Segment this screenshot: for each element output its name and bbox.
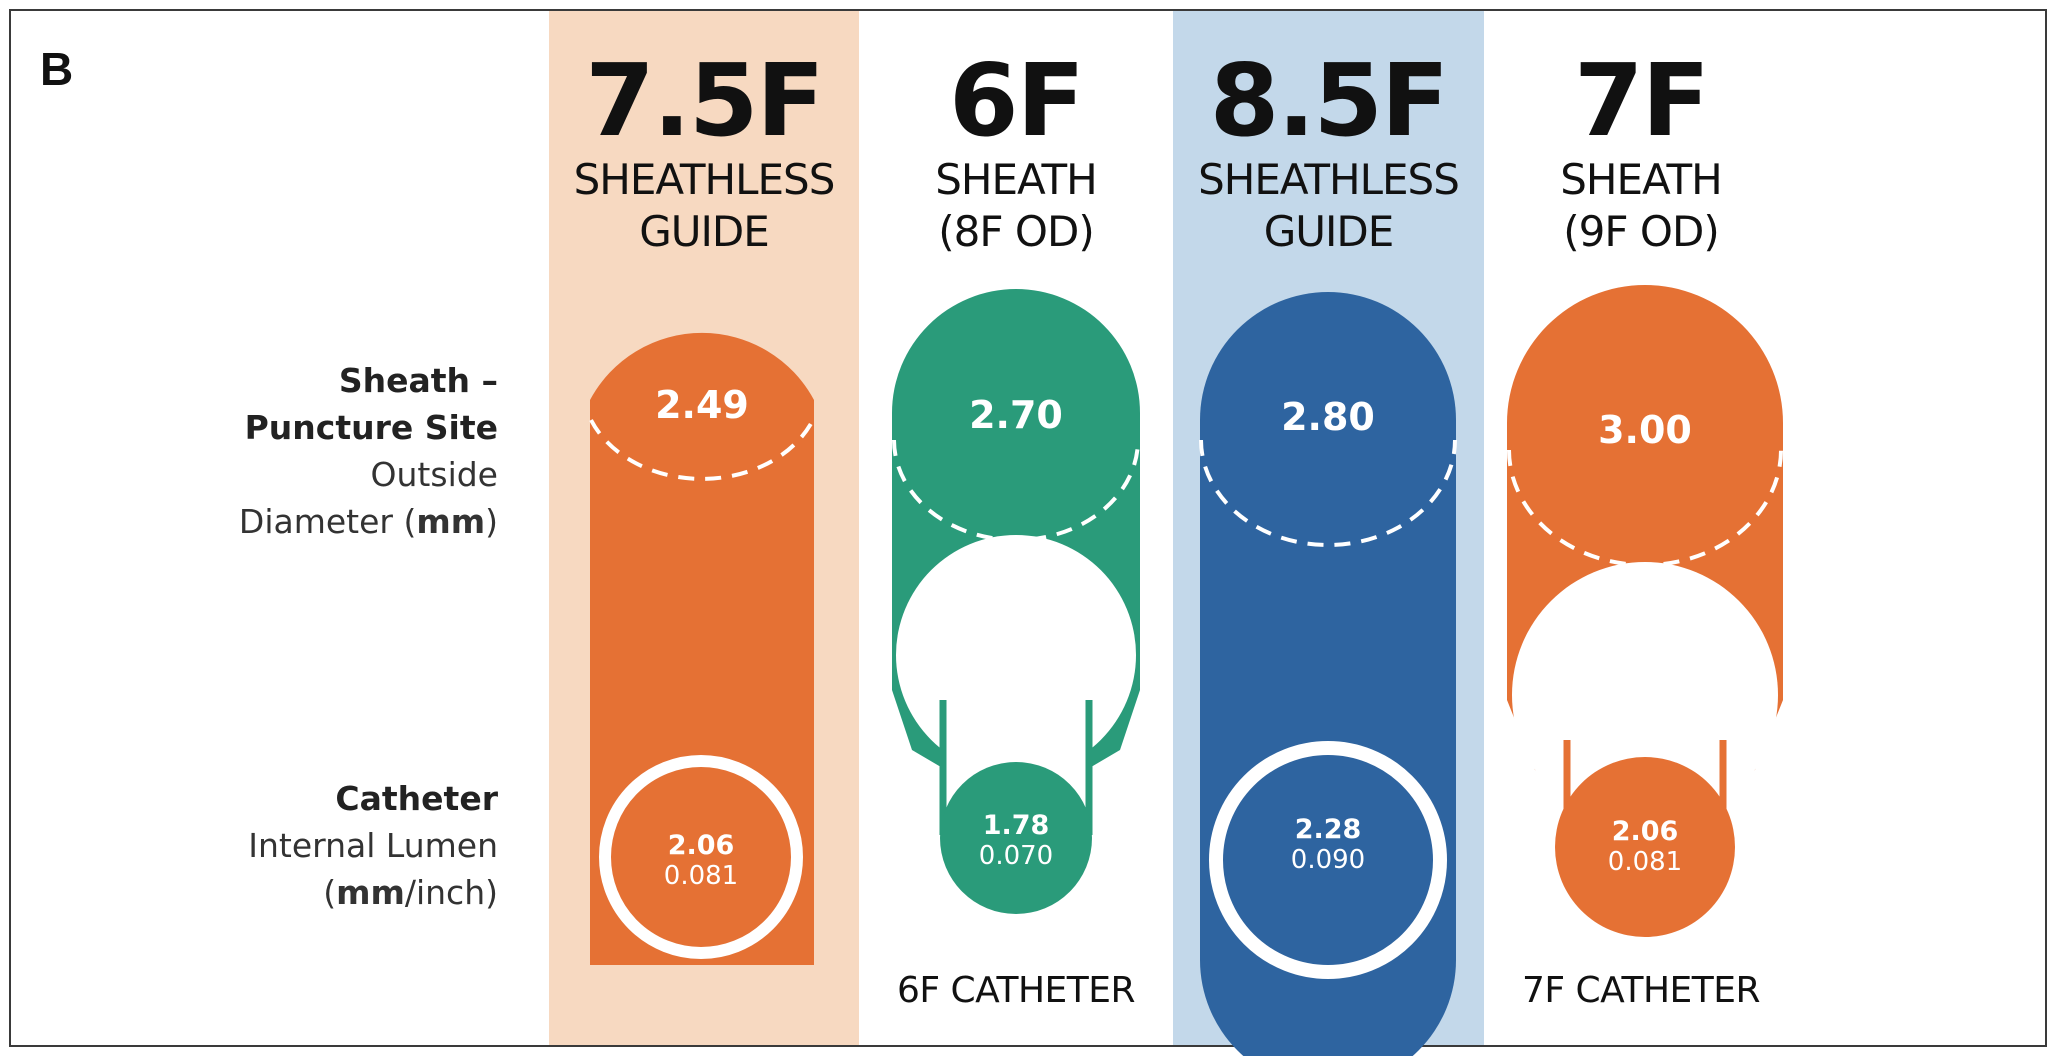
- lumen-mm-value-6f: 1.78: [983, 810, 1050, 841]
- type-label-7-5f: SHEATHLESS GUIDE: [549, 154, 859, 258]
- lumen-ring-8-5f: [1209, 741, 1447, 979]
- catheter-lumen-6f: [940, 762, 1092, 914]
- lumen-inch-value-8-5f: 0.090: [1291, 845, 1365, 875]
- type-label-8-5f-line2: GUIDE: [1263, 207, 1395, 256]
- type-label-6f-line2: (8F OD): [938, 207, 1094, 256]
- row-label-catheter-line3-post: /inch): [404, 873, 498, 912]
- size-label-7-5f: 7.5F: [585, 42, 824, 159]
- lumen-ring-7-5f: [599, 755, 803, 959]
- row-label-sheath-line1: Sheath –: [338, 361, 498, 400]
- outer-diameter-value-6f: 2.70: [969, 393, 1063, 437]
- type-label-7f-line2: (9F OD): [1563, 207, 1719, 256]
- catheter-footer-6f: 6F CATHETER: [896, 970, 1136, 1011]
- row-label-catheter-line3-unit: mm: [336, 873, 405, 912]
- catheter-lumen-7f: [1555, 757, 1735, 937]
- panel-frame: [9, 9, 2047, 1047]
- row-label-sheath-line4: Diameter (mm): [239, 498, 498, 545]
- outer-diameter-dashed-line-7f: [1507, 449, 1783, 567]
- row-label-sheath-line2: Puncture Site: [244, 408, 498, 447]
- type-label-7-5f-line2: GUIDE: [639, 207, 770, 256]
- row-label-catheter-line2: Internal Lumen: [248, 826, 498, 865]
- type-label-8-5f: SHEATHLESS GUIDE: [1173, 154, 1484, 258]
- row-label-sheath-line3: Outside: [370, 455, 498, 494]
- size-label-7f: 7F: [1574, 42, 1710, 159]
- lumen-mm-value-7-5f: 2.06: [668, 830, 735, 861]
- row-label-sheath-line4-pre: Diameter (: [238, 502, 417, 541]
- type-label-6f-line1: SHEATH: [935, 155, 1098, 204]
- row-label-catheter: Catheter Internal Lumen (mm/inch): [248, 775, 498, 916]
- outer-diameter-value-7f: 3.00: [1598, 408, 1692, 452]
- catheter-footer-7f: 7F CATHETER: [1521, 970, 1761, 1011]
- row-label-sheath: Sheath – Puncture Site Outside Diameter …: [239, 357, 498, 545]
- type-label-7-5f-line1: SHEATHLESS: [573, 155, 836, 204]
- size-label-8-5f: 8.5F: [1209, 42, 1449, 159]
- outer-diameter-dashed-line-6f: [892, 439, 1140, 542]
- outer-diameter-value-7-5f: 2.49: [655, 383, 749, 427]
- type-label-7f-line1: SHEATH: [1560, 155, 1723, 204]
- type-label-7f: SHEATH (9F OD): [1486, 154, 1796, 258]
- row-label-catheter-line3-pre: (: [323, 873, 337, 912]
- row-label-sheath-line4-post: ): [485, 502, 498, 541]
- row-label-sheath-line4-unit: mm: [416, 502, 486, 541]
- type-label-6f: SHEATH (8F OD): [861, 154, 1171, 258]
- lumen-inch-value-7f: 0.081: [1608, 847, 1682, 877]
- lumen-inch-value-7-5f: 0.081: [664, 861, 738, 891]
- lumen-mm-value-8-5f: 2.28: [1295, 814, 1362, 845]
- row-label-catheter-line3: (mm/inch): [248, 869, 498, 916]
- row-label-catheter-line1: Catheter: [335, 779, 498, 818]
- lumen-inch-value-6f: 0.070: [979, 841, 1053, 871]
- outer-diameter-dashed-line-7-5f: [589, 419, 815, 481]
- type-label-8-5f-line1: SHEATHLESS: [1198, 155, 1460, 204]
- lumen-mm-value-7f: 2.06: [1612, 816, 1679, 847]
- outer-diameter-value-8-5f: 2.80: [1281, 395, 1375, 439]
- size-label-6f: 6F: [949, 42, 1085, 159]
- panel-label: B: [40, 43, 74, 95]
